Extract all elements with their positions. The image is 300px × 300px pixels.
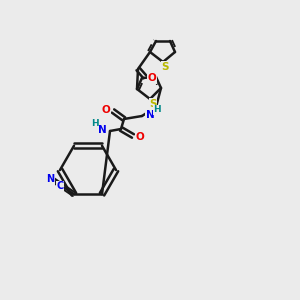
Text: N: N bbox=[98, 125, 106, 135]
Text: N: N bbox=[146, 110, 154, 120]
Text: O: O bbox=[148, 73, 156, 83]
Text: C: C bbox=[56, 181, 64, 191]
Text: S: S bbox=[161, 62, 169, 72]
Text: O: O bbox=[102, 105, 110, 115]
Text: S: S bbox=[149, 99, 157, 109]
Text: N: N bbox=[46, 174, 54, 184]
Text: O: O bbox=[136, 132, 144, 142]
Text: H: H bbox=[153, 106, 161, 115]
Text: H: H bbox=[91, 119, 99, 128]
